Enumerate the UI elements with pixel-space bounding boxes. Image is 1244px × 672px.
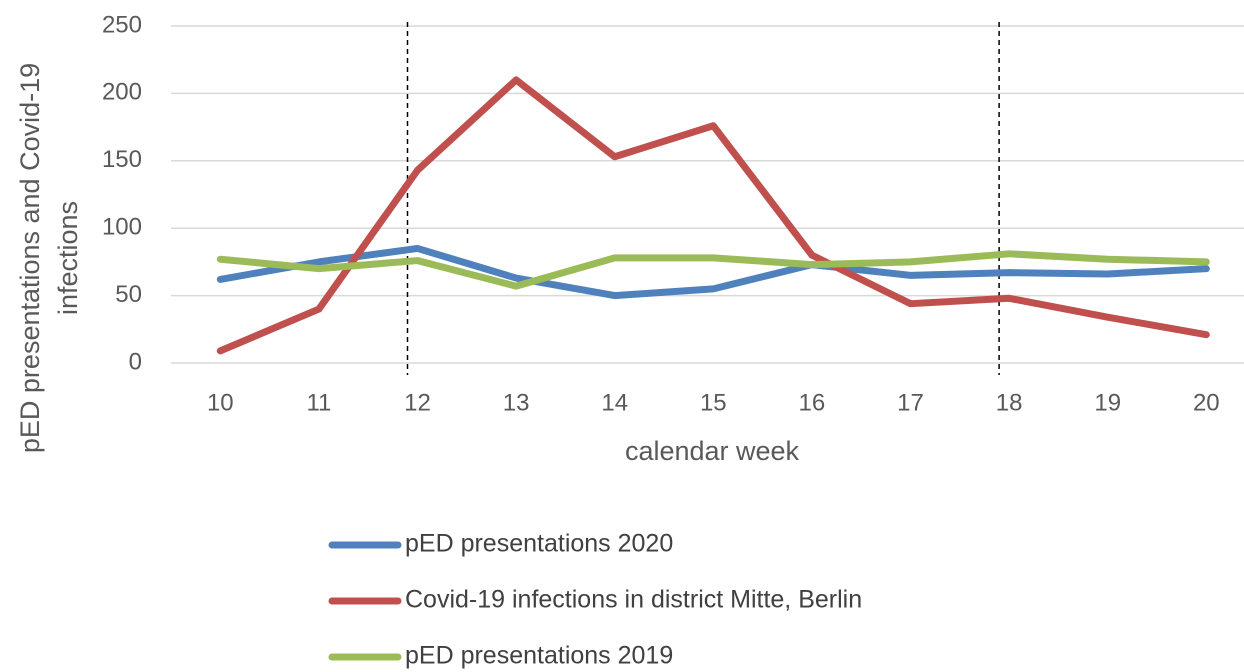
y-tick-label: 100 xyxy=(102,214,142,241)
y-tick-label: 200 xyxy=(102,79,142,106)
legend-label: Covid-19 infections in district Mitte, B… xyxy=(405,586,862,614)
data-line xyxy=(216,244,1210,300)
x-tick-label: 17 xyxy=(897,389,924,416)
y-axis-title: pED presentations and Covid-19 xyxy=(15,63,45,453)
y-tick-label: 0 xyxy=(129,348,142,375)
data-line xyxy=(216,250,1210,290)
data-line xyxy=(216,76,1210,355)
x-tick-label: 15 xyxy=(700,389,727,416)
x-tick-label: 12 xyxy=(404,389,431,416)
x-tick-label: 19 xyxy=(1094,389,1121,416)
y-tick-label: 50 xyxy=(115,281,142,308)
x-tick-label: 13 xyxy=(503,389,530,416)
x-tick-label: 14 xyxy=(601,389,628,416)
x-tick-label: 10 xyxy=(207,389,234,416)
x-tick-label: 20 xyxy=(1193,389,1220,416)
legend-label: pED presentations 2020 xyxy=(405,530,673,558)
y-tick-label: 150 xyxy=(102,146,142,173)
legend-label: pED presentations 2019 xyxy=(405,642,673,670)
x-tick-label: 16 xyxy=(799,389,826,416)
y-axis-title: infections xyxy=(53,201,83,315)
x-tick-label: 11 xyxy=(306,389,331,416)
y-tick-label: 250 xyxy=(102,11,142,38)
x-tick-label: 18 xyxy=(996,389,1023,416)
x-axis-title: calendar week xyxy=(625,436,800,466)
